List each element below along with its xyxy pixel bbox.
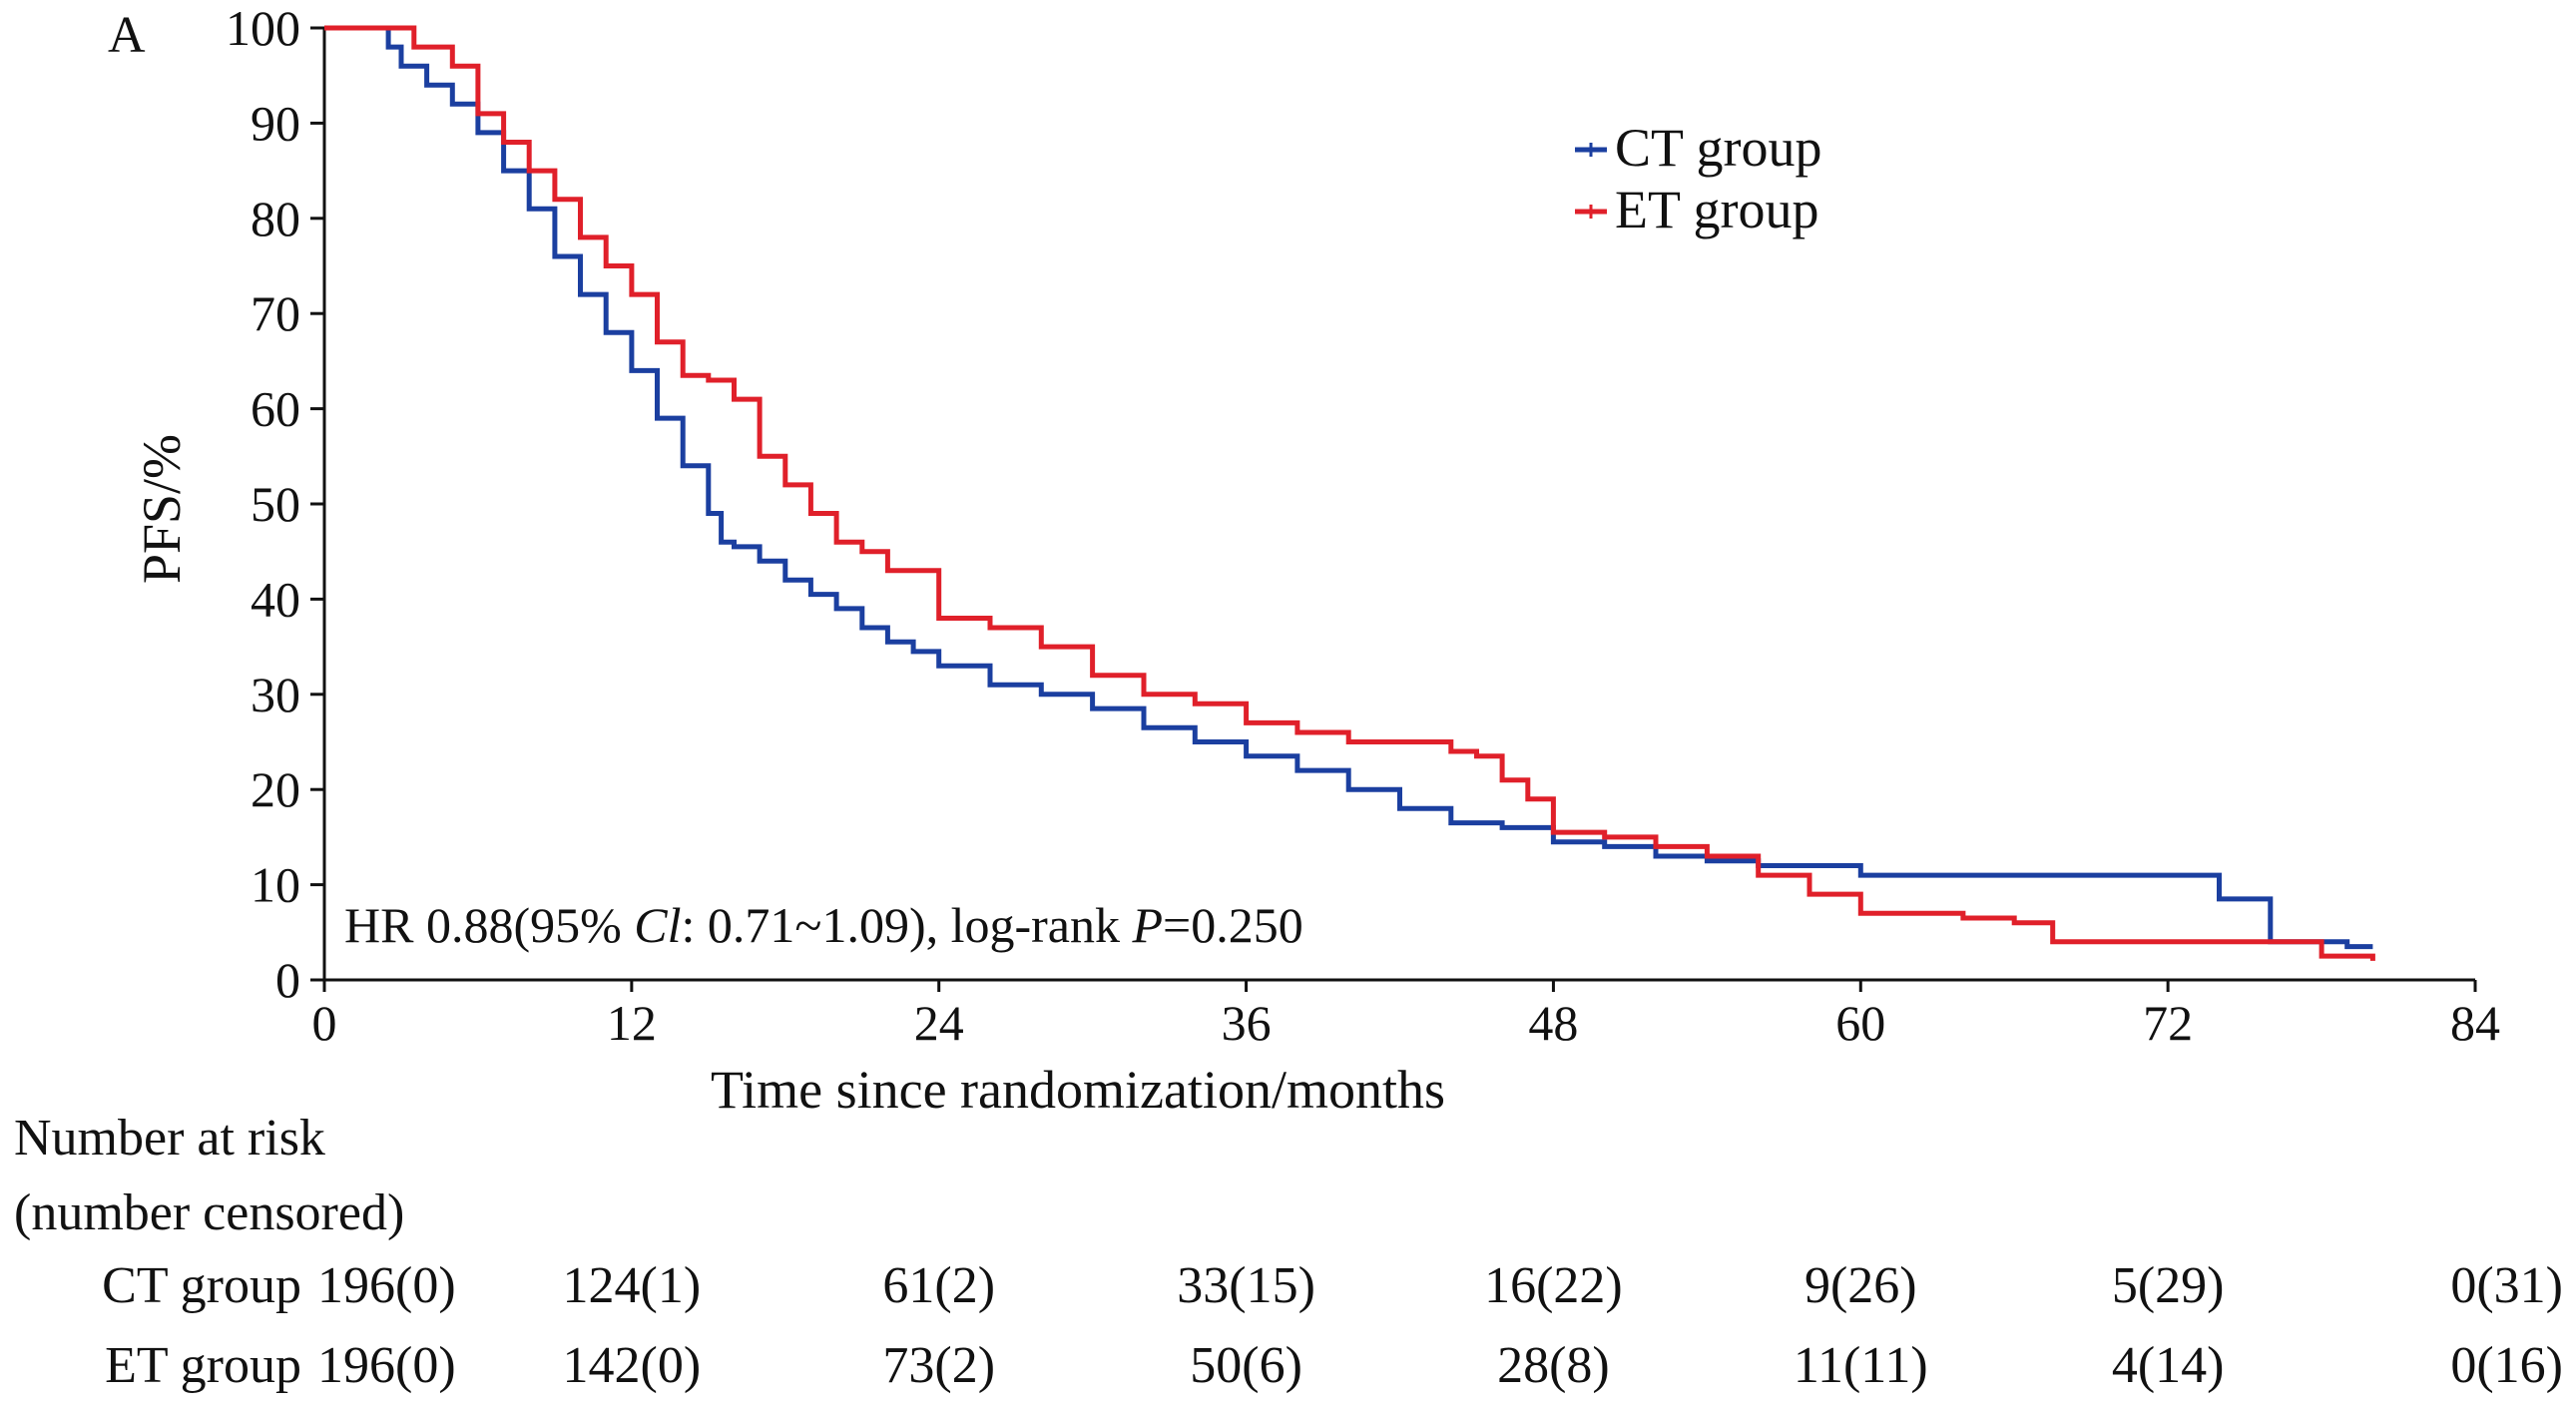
risk-row-label-ct: CT group	[102, 1257, 301, 1314]
x-axis: 0 12 24 36 48 60 72 84	[312, 978, 2500, 1051]
x-tick-label: 12	[607, 995, 657, 1051]
x-tick-label: 36	[1222, 995, 1272, 1051]
series-line-ct	[324, 25, 2373, 950]
y-tick-label: 70	[251, 285, 300, 341]
x-tick-label: 24	[914, 995, 964, 1051]
legend-item-et: ET group	[1575, 180, 1818, 239]
x-tick-label: 60	[1835, 995, 1885, 1051]
legend-label-et: ET group	[1615, 180, 1818, 239]
ci-italic: Cl	[634, 897, 681, 953]
hr-annotation: HR 0.88(95% Cl: 0.71~1.09), log-rank P=0…	[344, 897, 1303, 953]
risk-value: 5(29)	[2112, 1257, 2225, 1314]
x-tick-label: 84	[2450, 995, 2500, 1051]
y-tick-label: 10	[251, 857, 300, 913]
legend: CT group ET group	[1575, 118, 1822, 239]
risk-value: 73(2)	[882, 1337, 995, 1394]
risk-value: 28(8)	[1497, 1337, 1610, 1394]
risk-value: 142(0)	[563, 1337, 702, 1394]
y-tick-label: 80	[251, 191, 300, 246]
p-text: =0.250	[1163, 897, 1303, 953]
y-tick-label: 50	[251, 476, 300, 532]
y-axis: 0 10 20 30 40 50 60 70 80 90 100	[226, 0, 326, 1008]
risk-value: 11(11)	[1794, 1337, 1928, 1394]
risk-table: Number at risk (number censored) CT grou…	[14, 1110, 2563, 1394]
risk-value: 196(0)	[317, 1337, 456, 1394]
risk-table-title-line1: Number at risk	[14, 1110, 325, 1167]
risk-value: 124(1)	[563, 1257, 702, 1314]
y-tick-label: 30	[251, 667, 300, 722]
risk-value: 9(26)	[1804, 1257, 1917, 1314]
y-tick-label: 60	[251, 381, 300, 437]
risk-row-label-et: ET group	[105, 1337, 301, 1394]
y-tick-label: 0	[275, 952, 300, 1008]
y-tick-label: 40	[251, 571, 300, 627]
y-tick-label: 90	[251, 95, 300, 151]
risk-values: 196(0) 124(1) 61(2) 33(15) 16(22) 9(26) 5(29) 0…	[317, 1257, 2563, 1394]
risk-value: 50(6)	[1190, 1337, 1302, 1394]
risk-table-title-line2: (number censored)	[14, 1184, 404, 1241]
panel-label: A	[108, 7, 146, 64]
y-tick-label: 20	[251, 761, 300, 817]
risk-value: 16(22)	[1484, 1257, 1623, 1314]
legend-label-ct: CT group	[1615, 118, 1822, 178]
risk-value: 33(15)	[1177, 1257, 1315, 1314]
y-tick-label: 100	[226, 0, 300, 56]
x-tick-label: 0	[312, 995, 337, 1051]
y-axis-title: PFS/%	[132, 434, 192, 584]
ci-text: : 0.71~1.09), log-rank	[682, 897, 1133, 953]
x-tick-label: 72	[2143, 995, 2193, 1051]
series-lines	[324, 25, 2375, 961]
legend-item-ct: CT group	[1575, 118, 1822, 178]
x-tick-label: 48	[1528, 995, 1578, 1051]
risk-value: 196(0)	[317, 1257, 456, 1314]
p-italic: P	[1132, 897, 1164, 953]
hr-text: HR 0.88(95%	[344, 897, 634, 953]
risk-value: 0(31)	[2450, 1257, 2563, 1314]
risk-value: 0(16)	[2450, 1337, 2563, 1394]
risk-value: 4(14)	[2112, 1337, 2225, 1394]
x-axis-title: Time since randomization/months	[711, 1060, 1445, 1120]
series-line-et	[324, 25, 2375, 961]
risk-value: 61(2)	[882, 1257, 995, 1314]
